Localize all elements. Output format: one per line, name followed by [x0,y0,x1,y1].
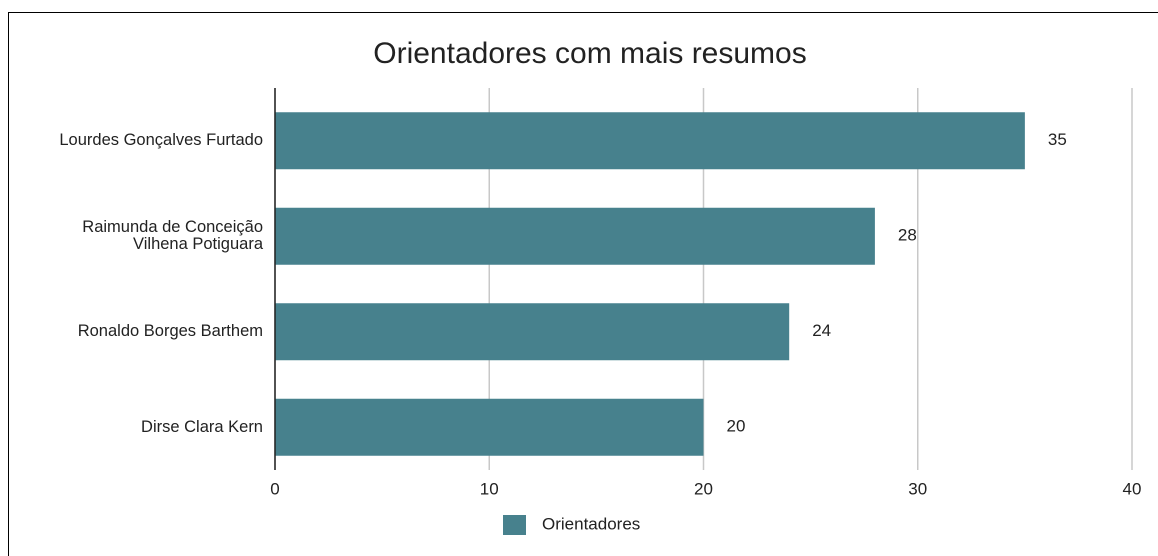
data-label: 24 [812,321,831,340]
bar [275,398,704,456]
y-tick-label: Raimunda de Conceição Vilhena Potiguara [82,218,263,254]
y-tick-label: Dirse Clara Kern [141,417,263,436]
bar [275,112,1025,170]
frame [8,12,1158,556]
data-label: 35 [1048,130,1067,149]
bar [275,303,790,361]
legend-swatch [503,515,526,535]
x-tick-label: 20 [694,479,713,498]
x-tick-label: 30 [908,479,927,498]
data-label: 20 [727,417,746,436]
bar [275,207,875,265]
y-tick-label: Lourdes Gonçalves Furtado [59,131,263,150]
x-tick-label: 40 [1123,479,1142,498]
x-tick-label: 0 [270,479,279,498]
legend-label: Orientadores [542,514,640,533]
x-tick-label: 10 [480,479,499,498]
chart-title: Orientadores com mais resumos [373,37,806,70]
data-label: 28 [898,226,917,245]
y-tick-label: Ronaldo Borges Barthem [77,322,263,341]
